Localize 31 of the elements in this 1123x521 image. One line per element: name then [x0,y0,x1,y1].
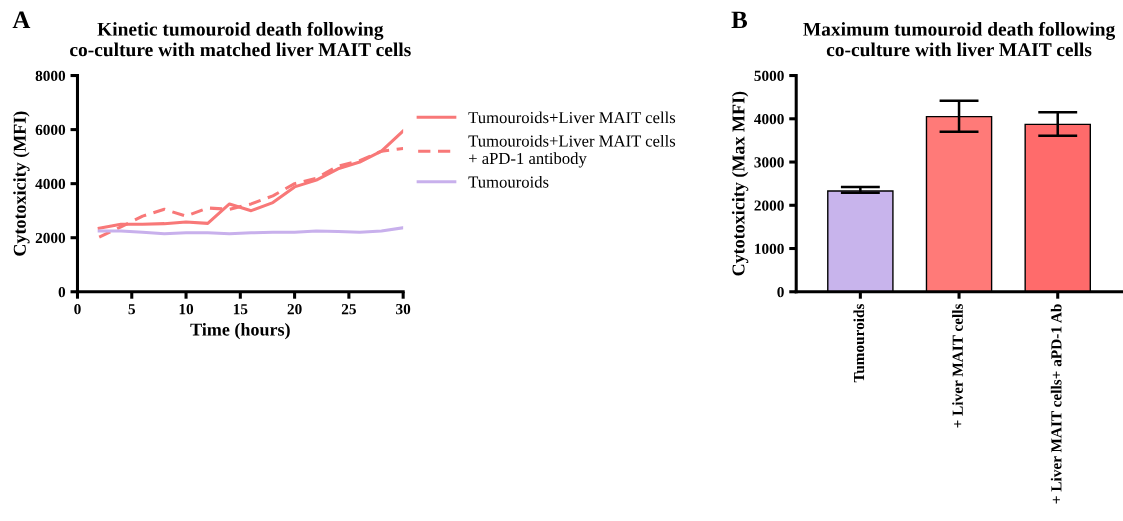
x-tick-label: + Liver MAIT cells [952,303,963,428]
x-tick-label: 15 [233,304,248,315]
x-tick-label: 30 [396,304,411,315]
text: A [12,11,31,29]
legend-label: Tumouroids+Liver MAIT cells [468,111,676,124]
y-tick-label: 4000 [754,113,784,125]
y-tick-label: 4000 [35,178,66,190]
y-tick-label: 8000 [35,70,66,81]
y-tick-label: 2000 [35,232,66,244]
y-axis-title: Cytotoxicity (Max MFI) [731,91,749,276]
x-tick-label: 20 [287,304,302,315]
x-tick-label: 5 [128,304,136,315]
x-tick-label: 10 [179,304,194,315]
y-tick-label: 0 [777,286,784,298]
y-tick-label: 1000 [755,243,784,254]
chart-title: Kinetic tumouroid death following co-culture with matched liver MAIT cells [70,21,411,57]
y-tick-label: 0 [58,286,66,298]
x-tick-label: + Liver MAIT cells+ aPD-1 Ab [1050,304,1062,504]
y-tick-label: 5000 [754,70,784,81]
x-tick-label: 0 [74,304,81,315]
legend-label: Tumouroids+Liver MAIT cells + aPD-1 antibody [468,134,676,168]
y-tick-label: 3000 [754,157,784,168]
y-axis-title: Cytotoxicity (MFI) [13,111,30,256]
x-tick-label: 25 [341,304,356,315]
text: B [731,11,748,29]
x-tick-label: Tumouroids [853,303,865,383]
y-tick-label: 2000 [754,200,784,211]
y-tick-label: 6000 [35,124,66,136]
legend-label: Tumouroids [468,175,549,188]
x-axis-title: Time (hours) [190,322,290,340]
chart-title: Maximum tumouroid death following co-culture with liver MAIT cells [803,21,1116,57]
